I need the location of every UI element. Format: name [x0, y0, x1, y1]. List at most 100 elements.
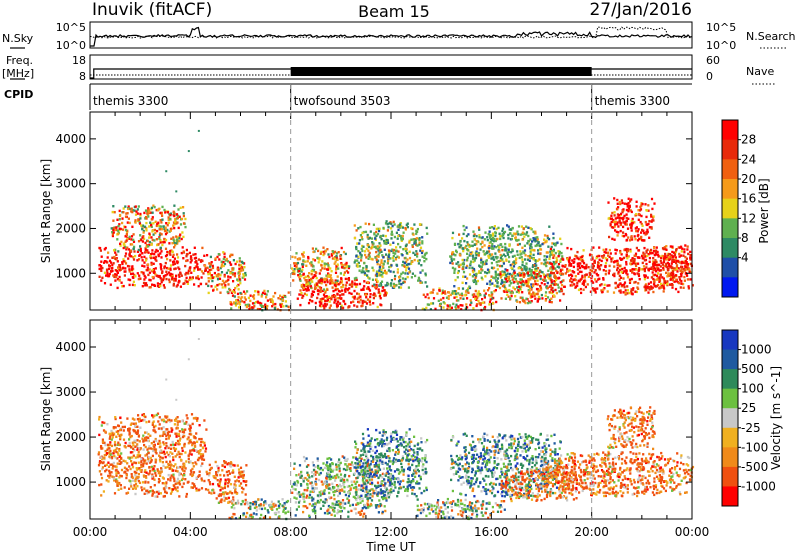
range-gate-cell — [107, 474, 110, 478]
range-gate-cell — [203, 444, 206, 447]
range-gate-cell — [307, 288, 310, 292]
range-gate-cell — [319, 252, 322, 255]
range-gate-cell — [661, 254, 664, 258]
range-gate-cell — [154, 450, 157, 454]
range-gate-cell — [633, 257, 636, 261]
range-gate-cell — [336, 292, 339, 296]
range-gate-cell — [472, 230, 475, 233]
range-gate-cell — [101, 276, 104, 279]
range-gate-cell — [236, 299, 239, 302]
range-gate-cell — [137, 219, 140, 223]
range-gate-cell — [100, 260, 103, 263]
range-gate-cell — [361, 244, 364, 248]
range-gate-cell — [683, 248, 686, 251]
range-gate-cell — [141, 227, 144, 231]
range-gate-cell — [181, 485, 184, 489]
range-gate-cell — [137, 258, 141, 261]
range-gate-cell — [119, 242, 122, 245]
range-gate-cell — [511, 278, 514, 281]
range-gate-cell — [630, 288, 633, 291]
range-gate-cell — [145, 217, 148, 220]
range-gate-cell — [602, 288, 605, 291]
range-gate-cell — [404, 256, 407, 260]
range-gate-cell — [380, 268, 383, 271]
range-gate-cell — [168, 242, 171, 245]
range-gate-cell — [314, 283, 317, 286]
range-gate-cell — [626, 249, 630, 252]
range-gate-cell — [510, 294, 513, 298]
range-gate-cell — [181, 449, 184, 452]
range-gate-cell — [617, 214, 620, 217]
range-gate-cell — [601, 256, 604, 259]
range-gate-cell — [488, 230, 491, 233]
range-gate-cell — [665, 262, 668, 266]
range-gate-cell — [114, 228, 117, 231]
range-gate-cell — [140, 238, 143, 242]
range-gate-cell — [231, 471, 234, 474]
range-gate-cell — [669, 245, 672, 248]
range-gate-cell — [321, 280, 324, 283]
range-gate-cell — [678, 261, 681, 264]
range-gate-cell — [222, 261, 225, 264]
range-gate-cell — [369, 295, 372, 299]
range-gate-cell — [197, 129, 200, 132]
range-gate-cell — [332, 294, 335, 297]
range-gate-cell — [521, 261, 524, 264]
range-gate-cell — [118, 264, 121, 267]
range-gate-cell — [678, 255, 681, 258]
range-gate-cell — [513, 280, 516, 284]
range-gate-cell — [116, 260, 119, 263]
range-gate-cell — [143, 459, 146, 462]
range-gate-cell — [460, 292, 463, 295]
range-gate-cell — [412, 251, 415, 255]
range-gate-cell — [499, 271, 502, 274]
range-gate-cell — [449, 307, 452, 310]
range-gate-cell — [527, 226, 530, 229]
range-gate-cell — [372, 242, 375, 245]
range-gate-cell — [513, 271, 516, 274]
range-gate-cell — [302, 259, 305, 262]
range-gate-cell — [650, 285, 653, 288]
range-gate-cell — [597, 266, 600, 269]
range-gate-cell — [181, 468, 184, 471]
range-gate-cell — [124, 470, 127, 473]
range-gate-cell — [164, 490, 167, 493]
range-gate-cell — [217, 466, 220, 470]
range-gate-cell — [635, 229, 638, 233]
range-gate-cell — [113, 275, 116, 279]
range-gate-cell — [475, 304, 478, 308]
range-gate-cell — [656, 250, 659, 254]
range-gate-cell — [625, 220, 628, 223]
range-gate-cell — [364, 253, 367, 257]
range-gate-cell — [385, 220, 388, 223]
range-gate-cell — [305, 293, 308, 297]
range-gate-cell — [150, 442, 153, 445]
range-gate-cell — [323, 295, 326, 298]
range-gate-cell — [251, 302, 255, 305]
range-gate-cell — [457, 299, 460, 302]
range-gate-cell — [571, 259, 574, 262]
range-gate-cell — [451, 231, 455, 235]
range-gate-cell — [295, 252, 298, 255]
range-gate-cell — [258, 301, 261, 305]
range-gate-cell — [672, 270, 675, 273]
range-gate-cell — [517, 238, 520, 242]
range-gate-cell — [680, 272, 683, 276]
range-gate-cell — [148, 232, 151, 235]
range-gate-cell — [648, 267, 651, 270]
range-gate-cell — [194, 261, 197, 264]
range-gate-cell — [146, 269, 149, 272]
range-gate-cell — [465, 266, 468, 269]
range-gate-cell — [506, 269, 509, 272]
range-gate-cell — [359, 225, 362, 229]
range-gate-cell — [453, 285, 456, 288]
range-gate-cell — [318, 304, 322, 307]
range-gate-cell — [213, 271, 216, 275]
range-gate-cell — [546, 281, 549, 285]
range-gate-cell — [147, 432, 150, 436]
range-gate-cell — [462, 249, 465, 253]
range-gate-cell — [613, 261, 616, 264]
range-gate-cell — [318, 258, 321, 261]
range-gate-cell — [626, 204, 630, 207]
range-gate-cell — [257, 293, 260, 296]
